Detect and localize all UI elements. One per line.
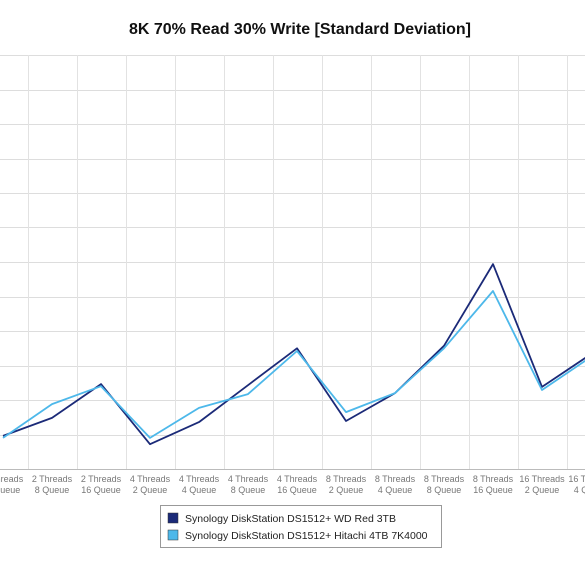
legend-label: Synology DiskStation DS1512+ WD Red 3TB [185, 513, 396, 525]
x-tick-line: 2 Queue [329, 485, 364, 495]
x-tick-line: 16 Queue [81, 485, 121, 495]
x-tick-line: 16 Threads [519, 474, 565, 484]
x-tick-line: 4 Threads [179, 474, 220, 484]
x-tick-label: 4 Threads 16 Queue [277, 474, 318, 495]
x-tick-label: 8 Threads 8 Queue [424, 474, 465, 495]
x-tick-line: 4 Threads [228, 474, 269, 484]
legend-swatch [167, 529, 179, 541]
x-tick-line: 4 Queue [378, 485, 413, 495]
x-tick-line: 8 Threads [424, 474, 465, 484]
series-line [2, 290, 585, 439]
x-tick-label: 8 Threads 2 Queue [326, 474, 367, 495]
x-tick-line: 4 Threads [130, 474, 171, 484]
legend-box [160, 505, 442, 548]
x-tick-label: 8 Threads 4 Queue [375, 474, 416, 495]
x-tick-line: 2 Threads [0, 474, 24, 484]
x-tick-label: 4 Threads 2 Queue [130, 474, 171, 495]
x-tick-line: 2 Queue [525, 485, 560, 495]
x-tick-label: 4 Threads 4 Queue [179, 474, 220, 495]
x-tick-line: 16 Threads [568, 474, 585, 484]
x-tick-label: 2 Threads 16 Queue [81, 474, 122, 495]
x-tick-line: 2 Threads [32, 474, 73, 484]
x-tick-line: 8 Threads [326, 474, 367, 484]
x-tick-line: 2 Threads [81, 474, 122, 484]
x-tick-label: 16 Threads 2 Queue [519, 474, 565, 495]
series-line [2, 263, 585, 446]
x-tick-label: 8 Threads 16 Queue [473, 474, 514, 495]
x-tick-line: 2 Queue [133, 485, 168, 495]
x-tick-line: 8 Threads [375, 474, 416, 484]
legend-label: Synology DiskStation DS1512+ Hitachi 4TB… [185, 530, 428, 542]
chart-title: 8K 70% Read 30% Write [Standard Deviatio… [129, 21, 471, 38]
x-tick-line: 8 Queue [427, 485, 462, 495]
x-tick-line: 4 Threads [277, 474, 318, 484]
x-tick-line: 8 Queue [35, 485, 70, 495]
x-tick-label: 2 Threads 8 Queue [32, 474, 73, 495]
x-tick-line: 4 Queue [574, 485, 585, 495]
x-tick-line: 4 Queue [182, 485, 217, 495]
x-tick-line: 16 Queue [473, 485, 513, 495]
x-tick-line: 4 Queue [0, 485, 20, 495]
x-tick-label: 4 Threads 8 Queue [228, 474, 269, 495]
x-tick-line: 8 Queue [231, 485, 266, 495]
x-tick-line: 8 Threads [473, 474, 514, 484]
legend-swatch [167, 512, 179, 524]
x-tick-line: 16 Queue [277, 485, 317, 495]
